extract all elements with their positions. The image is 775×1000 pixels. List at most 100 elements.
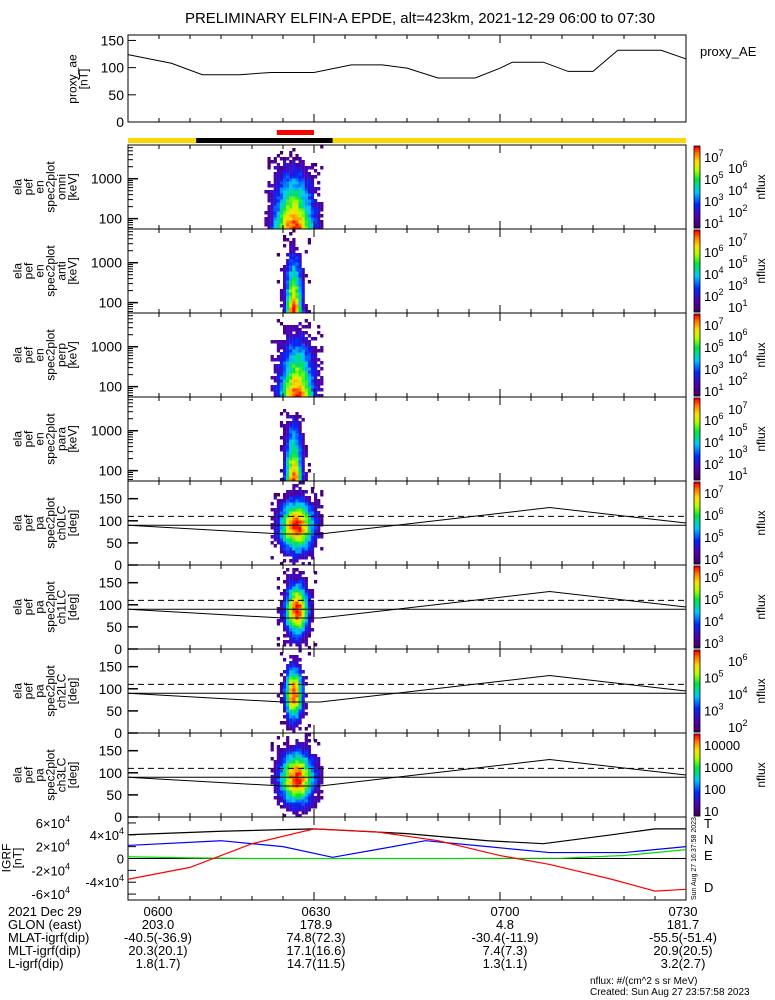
spectrogram-cell [286, 736, 290, 740]
spectrogram-cell [276, 199, 280, 203]
spectrogram-cell [264, 211, 268, 215]
colorbar-segment [694, 533, 700, 536]
spectrogram-cell [276, 541, 280, 545]
spectrogram-cell [320, 493, 324, 497]
spectrogram-cell [298, 787, 302, 791]
spectrogram-cell [273, 208, 277, 212]
spectrogram-cell [301, 298, 305, 302]
spectrogram-cell [279, 502, 284, 506]
spectrogram-cell [292, 334, 296, 338]
spectrogram-cell [279, 613, 284, 617]
colorbar-segment [694, 359, 700, 362]
spectrogram-cell [301, 367, 305, 371]
colorbar-segment [694, 670, 700, 674]
spectrogram-cell [307, 166, 311, 170]
spectrogram-cell [283, 214, 287, 218]
spectrogram-cell [310, 757, 315, 761]
spectrogram-cell [279, 367, 284, 371]
spectrogram-cell [292, 685, 296, 689]
spectrogram-cell [286, 583, 290, 587]
spectrogram-cell [292, 388, 296, 392]
spectrogram-cell [307, 241, 311, 245]
spectrogram-cell [286, 610, 290, 614]
spectrogram-cell [289, 595, 293, 599]
spectrogram-cell [295, 550, 299, 554]
spectrogram-cell [283, 709, 287, 713]
spectrogram-cell [310, 604, 315, 608]
spectrogram-cell [295, 781, 299, 785]
spectrogram-cell [314, 496, 318, 500]
spectrogram-cell [286, 238, 290, 242]
spectrogram-cell [307, 802, 311, 806]
spectrogram-cell [292, 187, 296, 191]
colorbar-tick-label: 106 [728, 159, 747, 176]
spectrogram-cell [292, 184, 296, 188]
spectrogram-cell [295, 169, 299, 173]
spectrogram-cell [283, 589, 287, 593]
spectrogram-cell [286, 280, 290, 284]
spectrogram-cell [283, 679, 287, 683]
colorbar-tick-label: 104 [728, 685, 747, 702]
spectrogram-cell [289, 247, 293, 251]
spectrogram-cell [301, 394, 305, 398]
spectrogram-cell [270, 388, 274, 392]
spectrogram-cell [320, 547, 324, 551]
spectrogram-cell [292, 340, 296, 344]
spectrogram-cell [317, 517, 321, 521]
spectrogram-cell [283, 244, 287, 248]
spectrogram-cell [279, 298, 284, 302]
spectrogram-cell [317, 211, 321, 215]
spectrogram-cell [301, 391, 305, 395]
spectrogram-cell [295, 331, 299, 335]
spectrogram-cell [304, 613, 308, 617]
spectrogram-cell [273, 184, 277, 188]
spectrogram-cell [279, 223, 284, 227]
spectrogram-cell [292, 490, 296, 494]
colorbar-segment [694, 447, 700, 450]
spectrogram-cell [295, 661, 299, 665]
colorbar-segment [694, 523, 700, 526]
spectrogram-cell [289, 475, 293, 479]
colorbar-segment [694, 527, 700, 530]
spectrogram-cell [283, 610, 287, 614]
spectrogram-cell [298, 754, 302, 758]
spectrogram-cell [310, 166, 315, 170]
spectrogram-cell [289, 430, 293, 434]
spectrogram-cell [283, 382, 287, 386]
spectrogram-cell [317, 535, 321, 539]
spectrogram-cell [317, 520, 321, 524]
spectrogram-cell [317, 766, 321, 770]
spectrogram-cell [292, 676, 296, 680]
spectrogram-cell [314, 367, 318, 371]
spectrogram-cell [304, 577, 308, 581]
spectrogram-cell [304, 166, 308, 170]
spectrogram-cell [289, 328, 293, 332]
spectrogram-cell [317, 742, 321, 746]
y-tick-label: 1000 [91, 171, 122, 187]
spectrogram-cell [289, 457, 293, 461]
spectrogram-cell [279, 292, 284, 296]
spectrogram-cell [295, 352, 299, 356]
spectrogram-cell [276, 643, 280, 647]
spectrogram-cell [289, 355, 293, 359]
spectrogram-cell [310, 538, 315, 542]
spectrogram-cell [279, 289, 284, 293]
spectrogram-cell [310, 505, 315, 509]
spectrogram-cell [298, 553, 302, 557]
spectrogram-cell [298, 208, 302, 212]
colorbar-segment [694, 777, 700, 780]
spectrogram-cell [286, 640, 290, 644]
spectrogram-cell [307, 631, 311, 635]
spectrogram-cell [267, 208, 271, 212]
spectrogram-cell [304, 331, 308, 335]
spectrogram-cell [295, 415, 299, 419]
spectrogram-cell [295, 553, 299, 557]
spectrogram-cell [273, 223, 277, 227]
spectrogram-cell [304, 769, 308, 773]
spectrogram-cell [279, 520, 284, 524]
colorbar-segment [694, 195, 700, 198]
colorbar-segment [694, 434, 700, 438]
spectrogram-cell [283, 298, 287, 302]
spectrogram-cell [286, 373, 290, 377]
spectrogram-cell [307, 352, 311, 356]
